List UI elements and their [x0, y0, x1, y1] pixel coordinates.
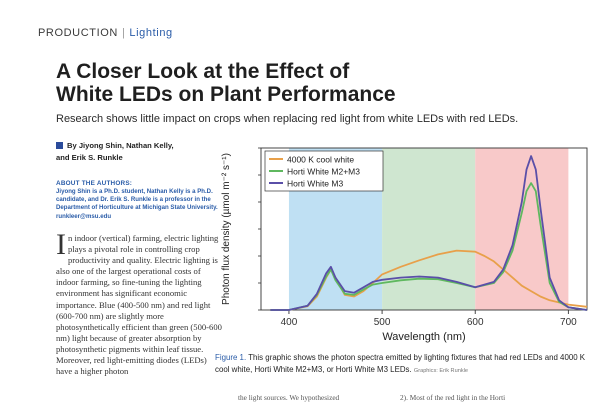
figure-caption-text: This graphic shows the photon spectra em…: [215, 353, 586, 374]
legend-label-2: Horti White M2+M3: [287, 167, 360, 177]
chart-legend: 4000 K cool white Horti White M2+M3 Horti …: [264, 150, 384, 192]
x-tick-label: 500: [374, 317, 391, 328]
spectrum-chart: 400 500 600 700 Wavelength (nm) Photon flux…: [221, 147, 588, 343]
section-label: PRODUCTION: [38, 27, 118, 39]
subsection-label: Lighting: [129, 27, 173, 39]
y-ticks: [258, 147, 261, 311]
drop-cap: I: [56, 233, 66, 261]
title-line-2: White LEDs on Plant Performance: [56, 83, 396, 106]
x-tick-label: 400: [281, 317, 298, 328]
x-axis-label: Wavelength (nm): [382, 331, 465, 343]
byline-line-2: and Erik S. Runkle: [56, 153, 123, 162]
figure-caption: Figure 1. This graphic shows the photon …: [215, 352, 595, 377]
series-lines: [270, 155, 588, 311]
about-authors-text: Jiyong Shin is a Ph.D. student, Nathan K…: [56, 188, 218, 220]
y-axis-label: Photon flux density (µmol m⁻² s⁻¹): [221, 153, 232, 305]
legend-label-1: 4000 K cool white: [287, 155, 354, 165]
article-title: A Closer Look at the Effect of White LED…: [56, 60, 526, 106]
series-line-3: [270, 155, 588, 311]
x-tick-label: 700: [560, 317, 577, 328]
series-line-2: [270, 182, 588, 311]
section-separator: |: [121, 27, 126, 39]
figure-credit: Graphics: Erik Runkle: [413, 367, 468, 374]
x-ticks: 400 500 600 700: [281, 310, 577, 328]
column-2-fragment: the light sources. We hypothesized: [238, 393, 340, 402]
about-authors-heading: ABOUT THE AUTHORS:: [56, 180, 133, 187]
column-3-fragment: 2). Most of the red light in the Horti: [400, 393, 506, 402]
legend-box: [264, 150, 384, 192]
x-tick-label: 600: [467, 317, 484, 328]
article-subtitle: Research shows little impact on crops wh…: [56, 113, 519, 125]
figure-label: Figure 1.: [215, 353, 247, 362]
article-body-text: n indoor (vertical) farming, electric li…: [56, 233, 222, 377]
byline-square-icon: [56, 142, 63, 149]
byline-line-1: By Jiyong Shin, Nathan Kelly,: [67, 141, 174, 150]
legend-label-3: Horti White M3: [287, 179, 343, 189]
band-1: [382, 148, 476, 310]
byline: By Jiyong Shin, Nathan Kelly, and Erik S…: [56, 140, 206, 164]
title-line-1: A Closer Look at the Effect of: [56, 60, 350, 83]
section-tag: PRODUCTION | Lighting: [38, 27, 173, 39]
